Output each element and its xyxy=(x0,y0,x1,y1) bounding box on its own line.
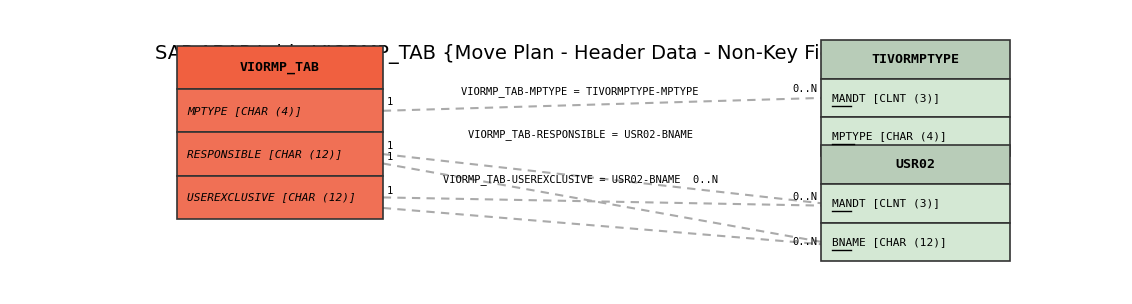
Text: VIORMP_TAB-RESPONSIBLE = USR02-BNAME: VIORMP_TAB-RESPONSIBLE = USR02-BNAME xyxy=(468,129,693,140)
FancyBboxPatch shape xyxy=(822,184,1010,223)
Text: RESPONSIBLE [CHAR (12)]: RESPONSIBLE [CHAR (12)] xyxy=(187,149,342,159)
FancyBboxPatch shape xyxy=(177,176,383,219)
Text: 0..N: 0..N xyxy=(792,192,817,202)
FancyBboxPatch shape xyxy=(822,145,1010,184)
FancyBboxPatch shape xyxy=(822,40,1010,79)
Text: 1: 1 xyxy=(387,186,394,196)
Text: TIVORMPTYPE: TIVORMPTYPE xyxy=(872,53,960,66)
Text: 1: 1 xyxy=(387,140,394,150)
Text: VIORMP_TAB-MPTYPE = TIVORMPTYPE-MPTYPE: VIORMP_TAB-MPTYPE = TIVORMPTYPE-MPTYPE xyxy=(462,86,698,97)
FancyBboxPatch shape xyxy=(177,133,383,176)
Text: VIORMP_TAB-USEREXCLUSIVE = USR02-BNAME  0..N: VIORMP_TAB-USEREXCLUSIVE = USR02-BNAME 0… xyxy=(443,174,718,185)
Text: MPTYPE [CHAR (4)]: MPTYPE [CHAR (4)] xyxy=(832,132,946,142)
Text: MANDT [CLNT (3)]: MANDT [CLNT (3)] xyxy=(832,198,940,208)
Text: VIORMP_TAB: VIORMP_TAB xyxy=(240,61,319,74)
Text: 0..N: 0..N xyxy=(792,85,817,95)
Text: BNAME [CHAR (12)]: BNAME [CHAR (12)] xyxy=(832,237,946,247)
Text: MPTYPE [CHAR (4)]: MPTYPE [CHAR (4)] xyxy=(187,106,302,116)
Text: MANDT [CLNT (3)]: MANDT [CLNT (3)] xyxy=(832,93,940,103)
Text: 1: 1 xyxy=(387,97,394,107)
Text: USEREXCLUSIVE [CHAR (12)]: USEREXCLUSIVE [CHAR (12)] xyxy=(187,192,355,202)
FancyBboxPatch shape xyxy=(822,79,1010,117)
Text: 0..N: 0..N xyxy=(792,237,817,247)
Text: 1: 1 xyxy=(387,152,394,162)
Text: USR02: USR02 xyxy=(895,158,936,171)
FancyBboxPatch shape xyxy=(177,46,383,89)
Text: SAP ABAP table VIORMP_TAB {Move Plan - Header Data - Non-Key Fields}: SAP ABAP table VIORMP_TAB {Move Plan - H… xyxy=(155,43,872,64)
FancyBboxPatch shape xyxy=(177,89,383,133)
FancyBboxPatch shape xyxy=(822,117,1010,156)
FancyBboxPatch shape xyxy=(822,223,1010,261)
